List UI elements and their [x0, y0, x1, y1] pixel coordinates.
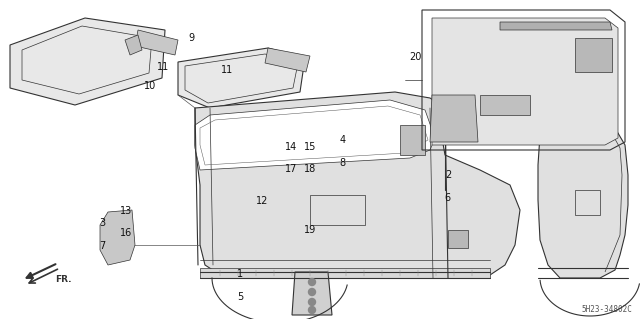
Text: 4: 4 — [339, 135, 346, 145]
Polygon shape — [10, 18, 165, 105]
Polygon shape — [100, 210, 135, 265]
Text: 13: 13 — [120, 205, 132, 216]
Circle shape — [308, 307, 316, 314]
Polygon shape — [480, 95, 530, 115]
Text: 17: 17 — [285, 164, 297, 174]
Polygon shape — [135, 30, 178, 55]
Text: 15: 15 — [304, 142, 316, 152]
Text: 3: 3 — [99, 218, 106, 228]
Polygon shape — [400, 125, 425, 155]
Circle shape — [308, 288, 316, 295]
Text: 21: 21 — [531, 22, 543, 32]
Text: 5: 5 — [237, 292, 243, 302]
Text: 11: 11 — [221, 65, 233, 75]
Polygon shape — [575, 38, 612, 72]
Polygon shape — [292, 272, 332, 315]
Text: 2: 2 — [445, 170, 451, 181]
Text: 10: 10 — [144, 81, 156, 91]
Text: 5H23-34802C: 5H23-34802C — [581, 306, 632, 315]
Polygon shape — [200, 268, 490, 278]
Text: 11: 11 — [157, 62, 169, 72]
Text: 8: 8 — [339, 158, 346, 168]
Text: 18: 18 — [304, 164, 316, 174]
Text: 24: 24 — [461, 94, 473, 104]
Polygon shape — [538, 115, 628, 278]
Circle shape — [308, 299, 316, 306]
Text: 9: 9 — [189, 33, 195, 43]
Polygon shape — [125, 35, 142, 55]
Circle shape — [308, 278, 316, 286]
Text: 14: 14 — [285, 142, 297, 152]
Polygon shape — [195, 92, 520, 278]
Text: 19: 19 — [304, 225, 316, 235]
Polygon shape — [195, 100, 435, 170]
Text: 22: 22 — [563, 78, 576, 88]
Text: 1: 1 — [237, 269, 243, 279]
Text: 20: 20 — [410, 52, 422, 63]
Text: 7: 7 — [99, 241, 106, 251]
Polygon shape — [448, 230, 468, 248]
Text: 12: 12 — [256, 196, 268, 206]
Polygon shape — [265, 48, 310, 72]
Text: 6: 6 — [445, 193, 451, 203]
Text: FR.: FR. — [55, 276, 72, 285]
Polygon shape — [430, 95, 478, 142]
Polygon shape — [432, 18, 618, 145]
Text: 16: 16 — [120, 228, 132, 238]
Polygon shape — [500, 22, 612, 30]
Text: 23: 23 — [480, 116, 492, 126]
Polygon shape — [178, 48, 305, 108]
